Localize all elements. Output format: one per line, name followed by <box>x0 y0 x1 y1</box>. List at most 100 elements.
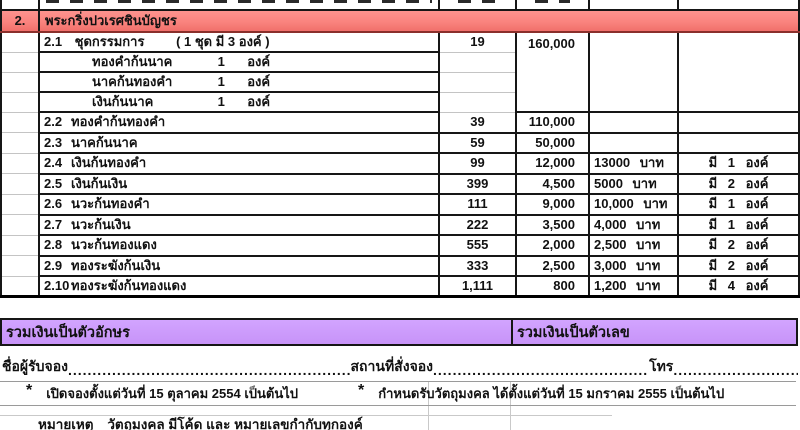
item-code: 2.1 <box>44 34 63 50</box>
note-count <box>678 132 800 154</box>
total-in-words-label: รวมเงินเป็นตัวอักษร <box>2 320 513 344</box>
item-code: 2.5 <box>44 175 63 191</box>
row-index-cell <box>0 52 40 73</box>
table-row: 2.2 ทองคำก้นทองคำ 39 110,000 <box>0 112 800 134</box>
item-qty-empty <box>439 72 517 93</box>
sub-item-unit: องค์ <box>247 94 271 110</box>
item-name: นวะก้นทองแดง <box>71 237 157 253</box>
note-price: 1,200 บาท <box>589 276 679 298</box>
item-qty: 59 <box>439 132 517 154</box>
dotted-fill: ........................................… <box>433 362 649 378</box>
clipped-cell <box>0 0 40 11</box>
note-price: 4,000 บาท <box>589 214 679 236</box>
item-qty: 555 <box>439 235 517 257</box>
row-index-cell <box>0 194 40 215</box>
note-price <box>589 112 679 134</box>
note-count: มี 1 องค์ <box>678 194 800 216</box>
item-code: 2.10 <box>44 278 70 294</box>
item-code: 2.8 <box>44 237 63 253</box>
note-count-cell <box>678 32 800 113</box>
row-index-cell <box>0 32 40 53</box>
item-price: 2,000 <box>516 235 590 257</box>
place-label: สถานที่สั่งจอง <box>350 358 434 374</box>
note-count: มี 2 องค์ <box>678 255 800 277</box>
item-qty: 333 <box>439 255 517 277</box>
note-line: หมายเหตุ วัตถุมงคล มีโค้ด และ หมายเลขกำก… <box>38 413 363 430</box>
item-description: 2.5 เงินก้นเงิน <box>39 173 440 195</box>
section-header-row: 2. พระกริ่งปวเรศชินบัญชร <box>0 9 800 33</box>
note-label: หมายเหตุ <box>38 417 94 430</box>
note-text: วัตถุมงคล มีโค้ด และ หมายเลขกำกับทุกองค์ <box>107 417 363 430</box>
table-row: 2.4 เงินก้นทองคำ 99 12,000 13000 บาท มี 1… <box>0 153 800 175</box>
item-price: 160,000 <box>516 32 590 113</box>
note-count <box>678 112 800 134</box>
row-index-cell <box>0 72 40 93</box>
asterisk: * <box>358 381 365 399</box>
totals-bar: รวมเงินเป็นตัวอักษร รวมเงินเป็นตัวเลข <box>0 318 798 346</box>
sub-item-qty: 1 <box>217 54 225 70</box>
sub-item: นาคก้นทองคำ 1 องค์ <box>39 72 440 93</box>
item-price: 800 <box>516 276 590 298</box>
receiver-line: ชื่อผู้รับจอง ..........................… <box>2 356 798 378</box>
item-price: 2,500 <box>516 255 590 277</box>
table-subrow: ทองคำก้นนาค 1 องค์ <box>0 52 799 73</box>
receiver-label: ชื่อผู้รับจอง <box>2 358 68 374</box>
row-index-cell <box>0 112 40 133</box>
row-index-cell <box>0 92 40 113</box>
table-row: 2.10 ทองระฆังก้นทองแดง 1,111 800 1,200 บา… <box>0 276 800 298</box>
item-price: 9,000 <box>516 194 590 216</box>
clipped-previous-row <box>0 0 800 11</box>
amulet-price-table: 2. พระกริ่งปวเรศชินบัญชร 2.1 ชุดกรรมการ … <box>0 0 800 298</box>
item-name: นวะก้นทองคำ <box>71 196 150 212</box>
item-description: 2.2 ทองคำก้นทองคำ <box>39 112 440 134</box>
item-description: 2.9 ทองระฆังก้นเงิน <box>39 255 440 277</box>
item-paren: ( 1 ชุด มี 3 องค์ ) <box>176 34 270 50</box>
note-count: มี 4 องค์ <box>678 276 800 298</box>
note-count: มี 1 องค์ <box>678 153 800 175</box>
gridline-vertical <box>428 382 429 430</box>
table-row: 2.7 นวะก้นเงิน 222 3,500 4,000 บาท มี 1 อ… <box>0 214 800 236</box>
gridline-horizontal <box>0 415 612 416</box>
item-qty: 99 <box>439 153 517 175</box>
item-description: 2.1 ชุดกรรมการ ( 1 ชุด มี 3 องค์ ) <box>39 32 440 53</box>
section-title: พระกริ่งปวเรศชินบัญชร <box>39 9 800 33</box>
item-name: ชุดกรรมการ <box>74 34 145 50</box>
total-in-numbers-label: รวมเงินเป็นตัวเลข <box>517 324 630 341</box>
item-price: 50,000 <box>516 132 590 154</box>
table-row-group-head: 2.1 ชุดกรรมการ ( 1 ชุด มี 3 องค์ ) 19 16… <box>0 32 800 113</box>
table-row: 2.9 ทองระฆังก้นเงิน 333 2,500 3,000 บาท ม… <box>0 255 800 277</box>
note-price: 5000 บาท <box>589 173 679 195</box>
item-description: 2.6 นวะก้นทองคำ <box>39 194 440 216</box>
table-row: 2.8 นวะก้นทองแดง 555 2,000 2,500 บาท มี 2… <box>0 235 800 257</box>
note-price: 2,500 บาท <box>589 235 679 257</box>
dotted-fill: ........................................… <box>67 362 351 378</box>
table-row: 2.3 นาคก้นนาค 59 50,000 <box>0 132 800 154</box>
clipped-text-remnant <box>46 0 432 3</box>
item-description: 2.7 นวะก้นเงิน <box>39 214 440 236</box>
row-index-cell <box>0 235 40 256</box>
sub-item-unit: องค์ <box>247 54 271 70</box>
clipped-text-remnant <box>458 0 497 3</box>
item-qty: 399 <box>439 173 517 195</box>
table-subrow: เงินก้นนาค 1 องค์ <box>0 92 799 113</box>
row-index-cell <box>0 276 40 298</box>
section-number: 2. <box>0 9 40 33</box>
item-code: 2.3 <box>44 134 63 150</box>
note-count: มี 1 องค์ <box>678 214 800 236</box>
note-count: มี 2 องค์ <box>678 235 800 257</box>
item-code: 2.9 <box>44 257 63 273</box>
item-code: 2.7 <box>44 216 63 232</box>
sub-item-unit: องค์ <box>247 74 271 90</box>
item-qty-empty <box>439 92 517 113</box>
sub-item-qty: 1 <box>217 74 225 90</box>
item-code: 2.4 <box>44 155 63 171</box>
item-name: ทองคำก้นทองคำ <box>71 114 166 130</box>
sub-item: ทองคำก้นนาค 1 องค์ <box>39 52 440 73</box>
item-name: เงินก้นทองคำ <box>71 155 147 171</box>
note-price: 13000 บาท <box>589 153 679 175</box>
item-price: 12,000 <box>516 153 590 175</box>
item-price: 3,500 <box>516 214 590 236</box>
item-description: 2.3 นาคก้นนาค <box>39 132 440 154</box>
sub-item: เงินก้นนาค 1 องค์ <box>39 92 440 113</box>
note-count: มี 2 องค์ <box>678 173 800 195</box>
